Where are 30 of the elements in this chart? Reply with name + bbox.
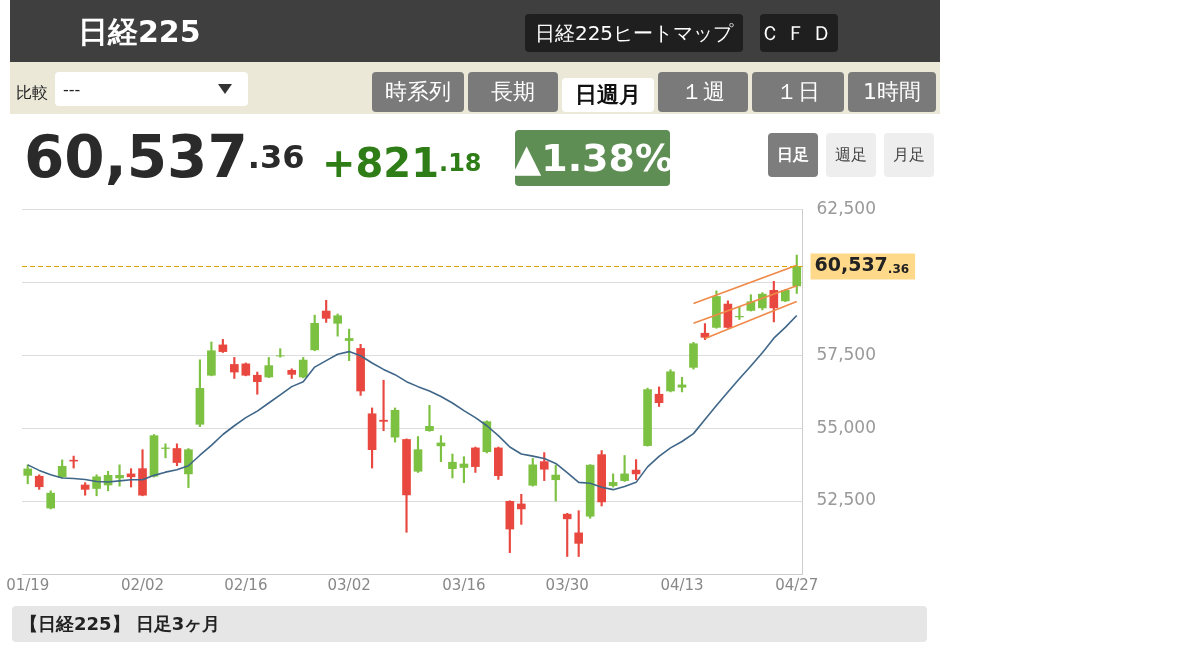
text: 週足 [835, 144, 867, 166]
x-tick-label: 03/02 [327, 575, 371, 594]
text: 【日経225】 日足3ヶ月 [20, 612, 221, 636]
text: 比較 [16, 82, 48, 104]
text: ▲1.38% [511, 136, 674, 180]
y-tick-label: 52,500 [816, 489, 876, 510]
text: --- [63, 79, 81, 99]
x-tick-label: 03/16 [442, 575, 486, 594]
chart-title: 日経225 [78, 13, 201, 51]
y-tick-label: 57,500 [816, 343, 876, 364]
x-tick-label: 04/13 [660, 575, 704, 594]
text: 時系列 [385, 78, 451, 106]
y-tick-label: 62,500 [816, 197, 876, 218]
text: １日 [776, 78, 820, 106]
text: １週 [681, 78, 725, 106]
text: 長期 [491, 78, 535, 106]
text: ＣＦＤ [760, 19, 838, 47]
text: 1時間 [863, 78, 921, 106]
text: 日経225ヒートマップ [534, 19, 734, 47]
text: 日週月 [575, 81, 641, 109]
y-tick-label: 55,000 [816, 416, 876, 437]
text: 日足 [777, 144, 809, 166]
text: 月足 [893, 144, 925, 166]
x-tick-label: 04/27 [775, 575, 819, 594]
text: +821.18 [322, 139, 482, 186]
x-tick-label: 01/19 [6, 575, 50, 594]
x-tick-label: 02/02 [120, 575, 165, 594]
x-tick-label: 03/30 [545, 575, 589, 594]
x-tick-label: 02/16 [224, 575, 268, 594]
ref-line-label: 60,537.36 [814, 253, 910, 276]
